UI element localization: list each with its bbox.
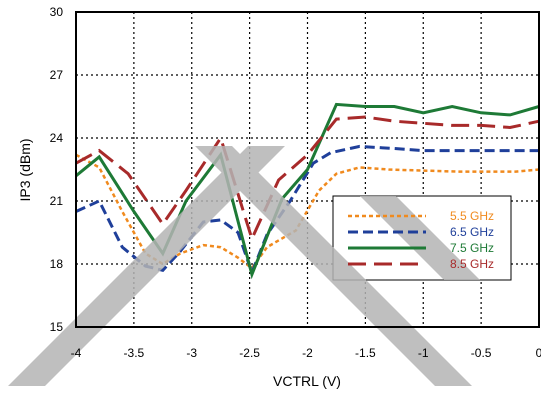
x-tick-label: -1.5 — [355, 346, 376, 360]
series-line-7-5-ghz — [75, 102, 540, 280]
x-tick-label: -4 — [71, 346, 82, 360]
x-tick-label: -2.5 — [239, 346, 260, 360]
y-tick-label: 15 — [50, 320, 64, 334]
legend-label-6-5-ghz: 6.5 GHz — [450, 225, 494, 239]
legend-label-5-5-ghz: 5.5 GHz — [450, 209, 494, 223]
x-tick-label: -3.5 — [124, 346, 145, 360]
legend-items: 5.5 GHz 6.5 GHz 7.5 GHz 8.5 GHz — [348, 209, 494, 271]
y-tick-label: 30 — [50, 5, 64, 19]
y-tick-label: 27 — [50, 68, 64, 82]
plot-frame — [75, 11, 540, 328]
y-axis-label: IP3 (dBm) — [17, 138, 33, 201]
axis-ticks: -4 -3.5 -3 -2.5 -2 -1.5 -1 -0.5 0 15 18 21 24 27 30 — [50, 5, 541, 360]
legend-label-8-5-ghz: 8.5 GHz — [450, 257, 494, 271]
x-tick-label: -2 — [302, 346, 313, 360]
legend-label-7-5-ghz: 7.5 GHz — [450, 241, 494, 255]
y-tick-label: 21 — [50, 194, 64, 208]
y-tick-label: 24 — [50, 131, 64, 145]
x-tick-label: -1 — [418, 346, 429, 360]
y-tick-label: 18 — [50, 257, 64, 271]
x-tick-label: 0 — [536, 346, 541, 360]
x-tick-label: -3 — [186, 346, 197, 360]
series-line-8-5-ghz — [75, 115, 540, 244]
x-axis-label: VCTRL (V) — [273, 373, 341, 389]
series-line-5-5-ghz — [75, 153, 540, 270]
x-tick-label: -0.5 — [471, 346, 492, 360]
